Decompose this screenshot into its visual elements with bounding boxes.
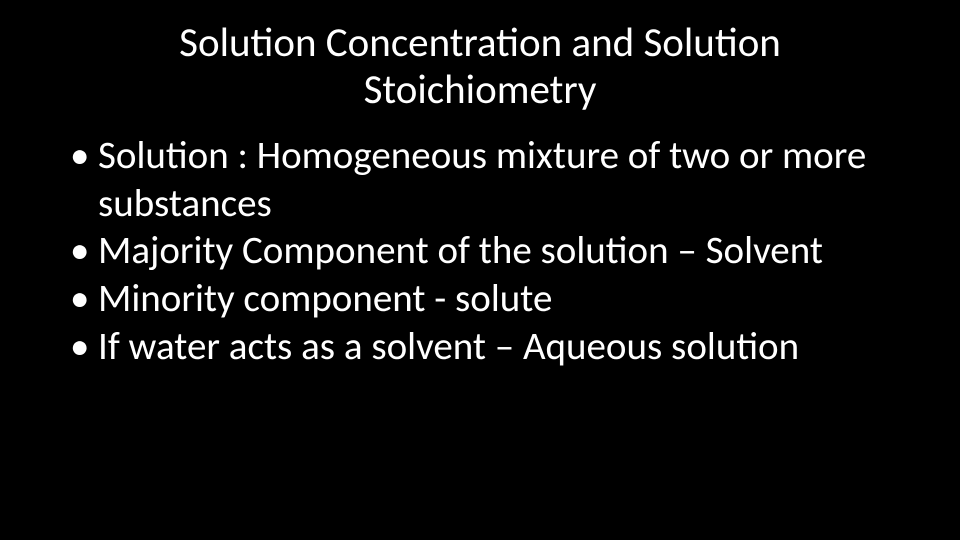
slide-title: Solution Concentration and Solution Stoi… — [50, 20, 910, 114]
slide-container: Solution Concentration and Solution Stoi… — [0, 0, 960, 540]
bullet-list: Solution : Homogeneous mixture of two or… — [50, 132, 910, 370]
bullet-item: Minority component - solute — [70, 275, 910, 323]
bullet-item: Solution : Homogeneous mixture of two or… — [70, 132, 910, 227]
bullet-item: Majority Component of the solution – Sol… — [70, 227, 910, 275]
bullet-item: If water acts as a solvent – Aqueous sol… — [70, 323, 910, 371]
